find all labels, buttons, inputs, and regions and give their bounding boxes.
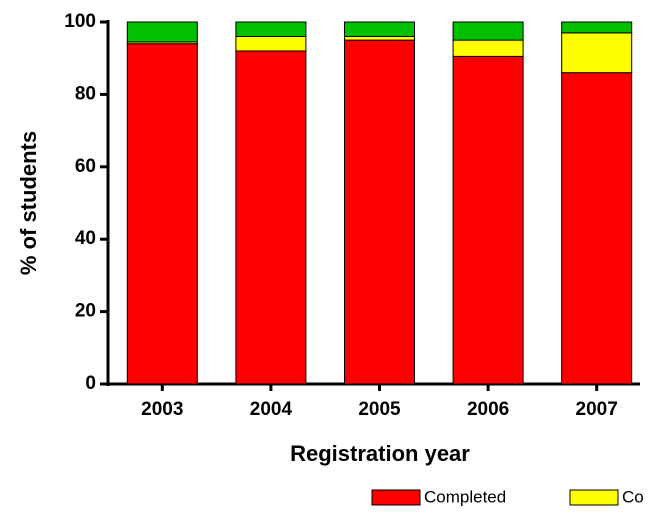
bar-segment (126, 43, 198, 385)
bar-segment (126, 21, 198, 43)
y-axis-title: % of students (16, 131, 41, 275)
bar-segment (561, 21, 633, 34)
bar-segment (452, 21, 524, 41)
x-tick-label: 2004 (250, 399, 293, 420)
legend-label: Co (622, 487, 644, 506)
y-tick-label: 0 (85, 373, 96, 394)
bar-segment (561, 72, 633, 385)
bar-segment (235, 50, 307, 385)
y-tick-label: 60 (75, 156, 96, 177)
x-axis-title: Registration year (290, 441, 470, 466)
bar-segment (452, 39, 524, 57)
x-tick-label: 2005 (358, 399, 401, 420)
y-tick-label: 20 (75, 301, 96, 322)
bar-segment (344, 39, 415, 385)
bar-segment (452, 55, 524, 385)
legend-swatch (569, 489, 619, 506)
y-tick-label: 40 (75, 228, 96, 249)
bar-segment (344, 21, 415, 37)
y-tick-label: 100 (64, 11, 96, 32)
bar-segment (235, 35, 307, 52)
bar-segment (344, 35, 415, 41)
y-tick-label: 80 (75, 83, 96, 104)
x-tick-label: 2007 (576, 399, 618, 420)
x-tick-label: 2003 (141, 399, 183, 420)
bar-segment (561, 32, 633, 74)
legend-label: Completed (424, 487, 506, 506)
legend-swatch (371, 489, 421, 506)
bar-segment (235, 21, 307, 37)
x-tick-label: 2006 (467, 399, 509, 420)
